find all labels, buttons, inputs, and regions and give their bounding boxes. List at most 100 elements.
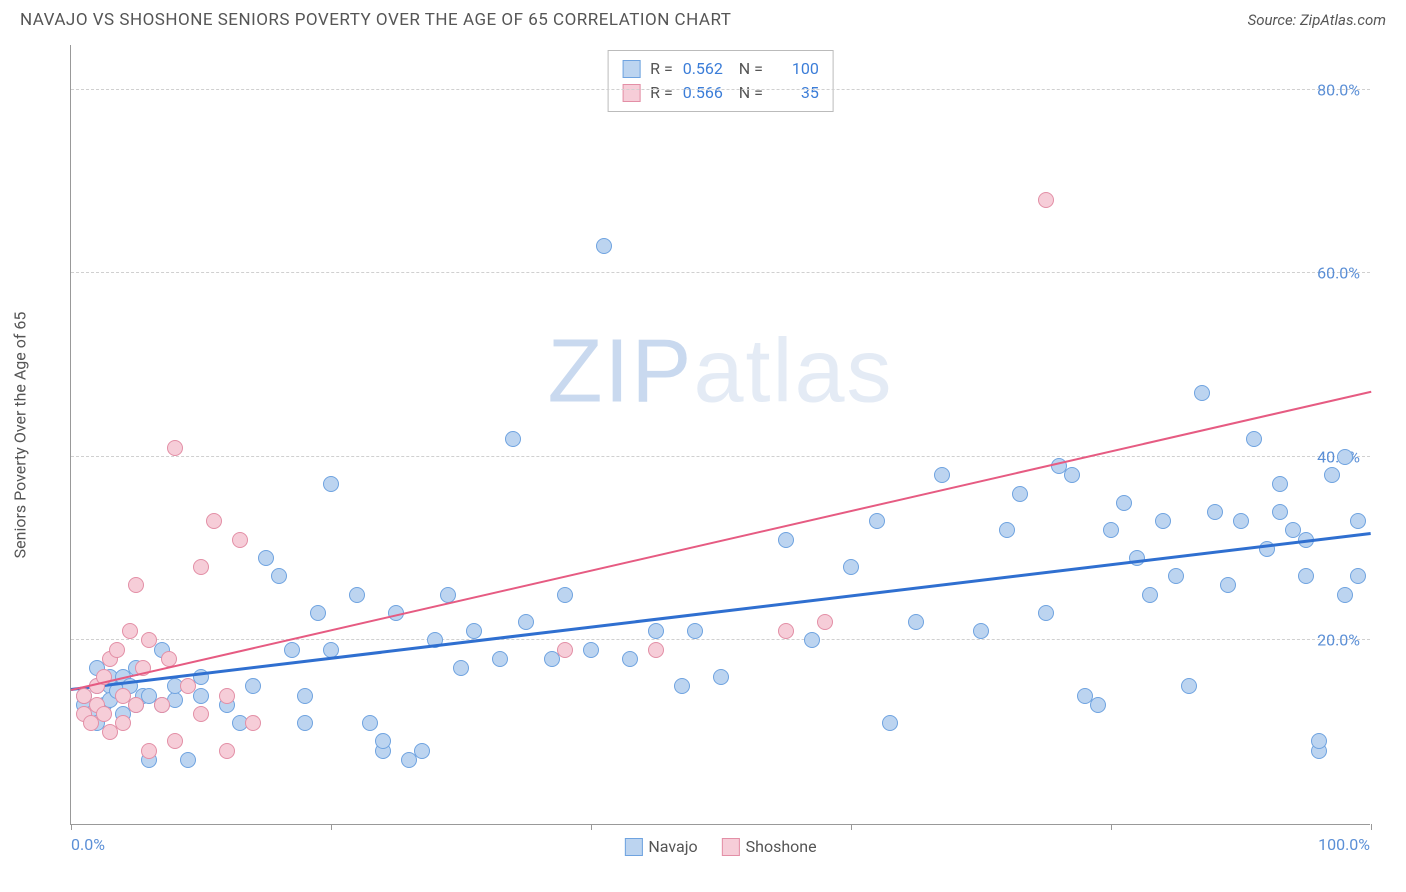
x-tick: [851, 824, 852, 830]
data-point: [414, 743, 430, 759]
data-point: [973, 623, 989, 639]
data-point: [96, 706, 112, 722]
gridline: [71, 89, 1370, 90]
data-point: [1103, 522, 1119, 538]
data-point: [622, 651, 638, 667]
data-point: [557, 642, 573, 658]
legend-label: Shoshone: [746, 837, 817, 856]
data-point: [492, 651, 508, 667]
data-point: [1012, 486, 1028, 502]
data-point: [882, 715, 898, 731]
data-point: [1090, 697, 1106, 713]
data-point: [505, 431, 521, 447]
data-point: [193, 559, 209, 575]
stats-row: R = 0.566N = 35: [622, 81, 819, 105]
data-point: [1337, 587, 1353, 603]
data-point: [648, 642, 664, 658]
legend: Navajo Shoshone: [624, 837, 816, 856]
data-point: [310, 605, 326, 621]
data-point: [141, 632, 157, 648]
data-point: [1324, 467, 1340, 483]
data-point: [804, 632, 820, 648]
legend-label: Navajo: [648, 837, 697, 856]
plot-area: ZIPatlas R = 0.562N = 100R = 0.566N = 35…: [70, 45, 1370, 825]
data-point: [1350, 568, 1366, 584]
legend-swatch: [722, 838, 740, 856]
data-point: [466, 623, 482, 639]
data-point: [1168, 568, 1184, 584]
data-point: [284, 642, 300, 658]
gridline: [71, 272, 1370, 273]
data-point: [219, 743, 235, 759]
data-point: [323, 476, 339, 492]
data-point: [245, 678, 261, 694]
data-point: [778, 532, 794, 548]
data-point: [167, 440, 183, 456]
watermark: ZIPatlas: [547, 321, 893, 424]
data-point: [908, 614, 924, 630]
data-point: [674, 678, 690, 694]
x-axis-min-label: 0.0%: [71, 835, 105, 854]
legend-item: Shoshone: [722, 837, 817, 856]
data-point: [1298, 568, 1314, 584]
data-point: [297, 688, 313, 704]
data-point: [1181, 678, 1197, 694]
data-point: [1038, 605, 1054, 621]
data-point: [1272, 476, 1288, 492]
data-point: [1116, 495, 1132, 511]
data-point: [687, 623, 703, 639]
chart-title: NAVAJO VS SHOSHONE SENIORS POVERTY OVER …: [20, 10, 731, 30]
gridline: [71, 456, 1370, 457]
data-point: [999, 522, 1015, 538]
data-point: [180, 752, 196, 768]
legend-item: Navajo: [624, 837, 697, 856]
x-tick: [1111, 824, 1112, 830]
data-point: [245, 715, 261, 731]
data-point: [258, 550, 274, 566]
data-point: [518, 614, 534, 630]
data-point: [193, 688, 209, 704]
data-point: [1337, 449, 1353, 465]
data-point: [180, 678, 196, 694]
data-point: [141, 743, 157, 759]
data-point: [713, 669, 729, 685]
series-swatch: [622, 84, 640, 102]
data-point: [271, 568, 287, 584]
data-point: [817, 614, 833, 630]
data-point: [1220, 577, 1236, 593]
gridline: [71, 639, 1370, 640]
data-point: [1155, 513, 1171, 529]
data-point: [1233, 513, 1249, 529]
data-point: [297, 715, 313, 731]
data-point: [109, 642, 125, 658]
data-point: [1207, 504, 1223, 520]
y-tick-label: 60.0%: [1317, 264, 1360, 283]
x-tick: [331, 824, 332, 830]
y-tick-label: 20.0%: [1317, 631, 1360, 650]
data-point: [1194, 385, 1210, 401]
data-point: [1311, 733, 1327, 749]
series-swatch: [622, 60, 640, 78]
data-point: [115, 715, 131, 731]
data-point: [167, 733, 183, 749]
data-point: [453, 660, 469, 676]
trend-line: [71, 391, 1371, 691]
data-point: [128, 577, 144, 593]
data-point: [583, 642, 599, 658]
x-axis-max-label: 100.0%: [1318, 835, 1370, 854]
data-point: [1142, 587, 1158, 603]
y-tick-label: 80.0%: [1317, 80, 1360, 99]
data-point: [869, 513, 885, 529]
data-point: [1064, 467, 1080, 483]
data-point: [122, 623, 138, 639]
data-point: [1350, 513, 1366, 529]
data-point: [648, 623, 664, 639]
data-point: [596, 238, 612, 254]
x-tick: [591, 824, 592, 830]
y-axis-label: Seniors Poverty Over the Age of 65: [11, 312, 30, 559]
source-attribution: Source: ZipAtlas.com: [1248, 11, 1386, 29]
data-point: [219, 688, 235, 704]
data-point: [934, 467, 950, 483]
data-point: [128, 697, 144, 713]
chart-container: Seniors Poverty Over the Age of 65 ZIPat…: [50, 45, 1390, 825]
